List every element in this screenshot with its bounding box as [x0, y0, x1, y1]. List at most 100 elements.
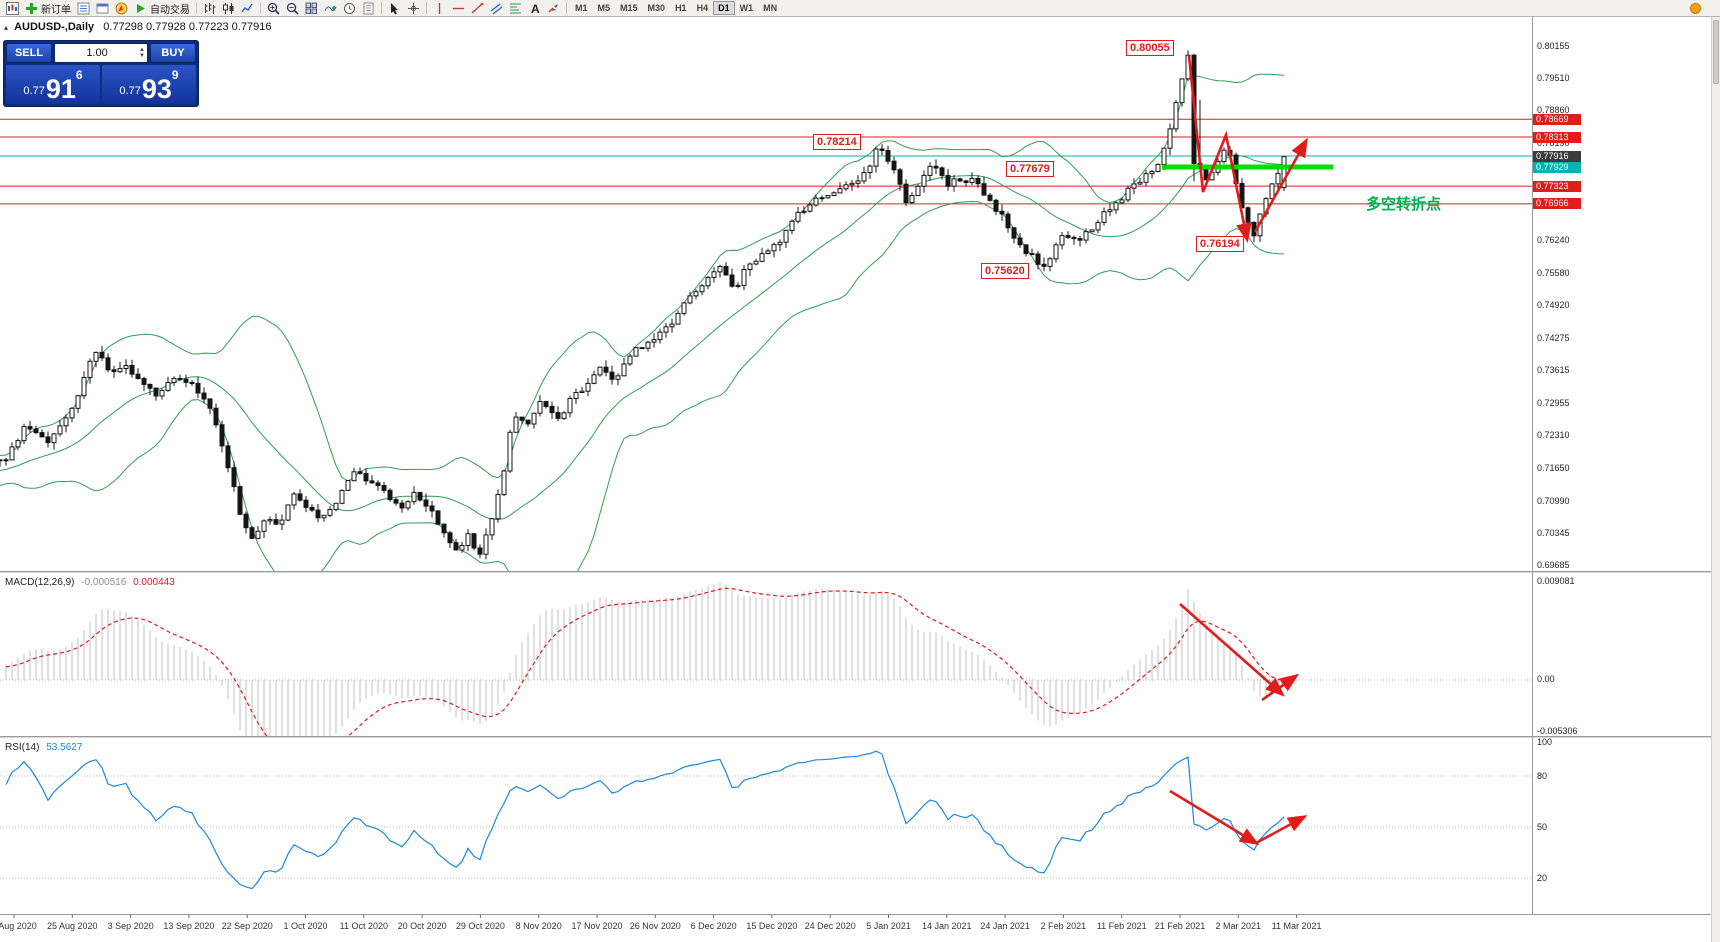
fibonacci-icon[interactable] — [506, 1, 525, 16]
main-price-panel — [0, 50, 1532, 571]
tile-windows-icon[interactable] — [302, 1, 321, 16]
autotrading-button-label: 自动交易 — [150, 4, 190, 16]
macd-name: MACD(12,26,9) — [5, 577, 75, 588]
navigator-icon[interactable] — [112, 1, 131, 16]
price-axis-tick: 0.76240 — [1537, 234, 1570, 245]
price-axis-tick: 0.69685 — [1537, 560, 1570, 571]
timeframe-mn-button[interactable]: MN — [763, 3, 778, 13]
red-arrow-drawing — [1179, 603, 1285, 697]
candlestick-chart-icon[interactable] — [219, 1, 238, 16]
chart-menu-icon[interactable]: ▴ — [4, 23, 9, 32]
chart-symbol-title: AUDUSD-,Daily — [14, 21, 95, 33]
timeframe-m5-button[interactable]: M5 — [597, 3, 611, 13]
macd-axis-label: 0.00 — [1537, 674, 1555, 684]
price-annotation[interactable]: 0.76194 — [1196, 236, 1244, 252]
price-axis-tick: 0.70345 — [1537, 527, 1570, 538]
periods-icon[interactable] — [340, 1, 359, 16]
timeframe-w1-button[interactable]: W1 — [739, 3, 754, 13]
timeframe-d1-button[interactable]: D1 — [713, 1, 735, 15]
bull-candles — [0, 54, 1287, 555]
panel-separator[interactable] — [0, 571, 1712, 573]
crosshair-icon[interactable] — [404, 1, 423, 16]
buy-price-big: 93 — [141, 74, 172, 104]
time-axis-label: 20 Oct 2020 — [397, 921, 447, 931]
buy-button[interactable]: BUY — [150, 43, 196, 63]
timeframe-m15-button[interactable]: M15 — [620, 3, 638, 13]
price-annotation[interactable]: 0.75620 — [981, 263, 1029, 279]
rsi-indicator-label: RSI(14) 53.5627 — [5, 742, 82, 753]
trendline-icon[interactable] — [468, 1, 487, 16]
time-axis-label: 14 Jan 2021 — [922, 921, 972, 931]
autotrading-button[interactable]: 自动交易 — [131, 1, 193, 16]
macd-axis-label: 0.009081 — [1537, 576, 1575, 586]
price-axis-tick: 0.80155 — [1537, 40, 1570, 51]
vertical-scrollbar[interactable] — [1711, 17, 1720, 942]
notification-dot-icon[interactable] — [1686, 1, 1705, 16]
templates-icon[interactable] — [359, 1, 378, 16]
new-order-button-label: 新订单 — [41, 4, 71, 16]
vertical-line-icon[interactable] — [430, 1, 449, 16]
one-click-trading-panel: SELL 1.00 ▲ ▼ BUY 0.77 91 6 0.77 93 9 — [3, 40, 199, 107]
text-label-icon[interactable]: A — [525, 1, 544, 16]
price-annotation[interactable]: 0.78214 — [813, 134, 861, 150]
time-axis-label: 13 Sep 2020 — [163, 921, 215, 931]
volume-up-icon[interactable]: ▲ — [139, 47, 145, 53]
time-axis-label: 24 Dec 2020 — [804, 921, 856, 931]
main-toolbar: 新订单 自动交易 A M1 M5 M15 M30 H1 H4 D1 W1 MN — [0, 0, 1720, 17]
price-axis-tick: 0.73615 — [1537, 365, 1570, 376]
buy-price-pip: 9 — [171, 68, 179, 82]
rsi-axis-label: 50 — [1537, 822, 1548, 832]
zoom-out-icon[interactable] — [283, 1, 302, 16]
time-axis-label: 11 Feb 2021 — [1096, 921, 1147, 931]
volume-field[interactable]: 1.00 ▲ ▼ — [54, 43, 148, 63]
macd-signal-line — [5, 587, 1285, 736]
red-arrow-drawing — [1253, 137, 1308, 233]
toolbar-separator — [426, 2, 427, 14]
red-arrow-drawing — [1255, 815, 1308, 845]
time-axis-label: 1 Oct 2020 — [283, 921, 328, 931]
timeframe-h1-button[interactable]: H1 — [675, 3, 687, 13]
sell-price-prefix: 0.77 — [23, 85, 45, 97]
candle-wicks — [0, 50, 1285, 560]
turning-point-annotation[interactable]: 多空转折点 — [1366, 196, 1442, 213]
chart-symbol-label: ▴ AUDUSD-,Daily 0.77298 0.77928 0.77223 … — [4, 21, 271, 33]
price-axis-tick: 0.78190 — [1537, 138, 1570, 149]
data-window-icon[interactable] — [93, 1, 112, 16]
volume-spinner[interactable]: ▲ ▼ — [139, 47, 145, 59]
scrollbar-thumb[interactable] — [1713, 20, 1719, 84]
price-axis-tick: 0.78860 — [1537, 104, 1570, 115]
horizontal-line-icon[interactable] — [449, 1, 468, 16]
indicators-icon[interactable] — [321, 1, 340, 16]
rsi-panel — [0, 750, 1532, 890]
rsi-axis-label: 20 — [1537, 873, 1548, 883]
sell-button[interactable]: SELL — [6, 43, 52, 63]
volume-down-icon[interactable]: ▼ — [139, 53, 145, 59]
price-level-tag: 0.76966 — [1533, 198, 1581, 210]
zoom-in-icon[interactable] — [264, 1, 283, 16]
macd-indicator-label: MACD(12,26,9) -0.000516 0.000443 — [5, 577, 175, 588]
time-axis-label: 2 Feb 2021 — [1040, 921, 1087, 931]
macd-axis-label: -0.005306 — [1537, 726, 1578, 736]
svg-text:A: A — [531, 2, 540, 15]
new-order-button[interactable]: 新订单 — [22, 1, 74, 16]
market-watch-icon[interactable] — [74, 1, 93, 16]
arrows-icon[interactable] — [544, 1, 563, 16]
price-annotation[interactable]: 0.77679 — [1006, 161, 1054, 177]
timeframe-h4-button[interactable]: H4 — [696, 3, 709, 13]
equidistant-channel-icon[interactable] — [487, 1, 506, 16]
sell-price-button[interactable]: 0.77 91 6 — [6, 65, 100, 104]
buy-price-button[interactable]: 0.77 93 9 — [102, 65, 196, 104]
sell-price-big: 91 — [45, 74, 76, 104]
timeframe-m1-button[interactable]: M1 — [575, 3, 588, 13]
panel-separator[interactable] — [0, 736, 1712, 738]
cursor-icon[interactable] — [385, 1, 404, 16]
bar-chart-icon[interactable] — [200, 1, 219, 16]
price-annotation[interactable]: 0.80055 — [1126, 40, 1174, 56]
line-chart-icon[interactable] — [238, 1, 257, 16]
chart-window-icon[interactable] — [3, 1, 22, 16]
time-axis-label: 2 Mar 2021 — [1215, 921, 1262, 931]
green-support-line — [1162, 164, 1333, 170]
timeframe-m30-button[interactable]: M30 — [647, 3, 666, 13]
toolbar-separator — [381, 2, 382, 14]
